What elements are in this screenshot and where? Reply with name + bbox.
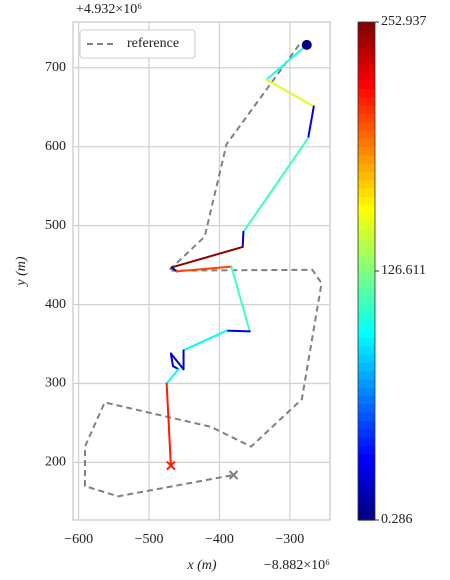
colorbar-band [358,437,375,446]
colorbar-band [358,503,375,513]
y-tick-label: 500 [45,218,66,233]
colorbar-band [358,262,375,272]
trajectory-segment [265,78,315,108]
colorbar-band [358,188,375,197]
trajectory-segment [169,352,185,371]
colorbar-band [358,55,375,65]
colorbar-band [358,453,375,463]
trajectory-segment [171,365,180,371]
colorbar-band [358,254,375,264]
colorbar-band [358,486,375,496]
colorbar-band [358,237,375,247]
start-marker [301,39,312,50]
colorbar-band [358,320,375,330]
colorbar-band [358,387,375,397]
colorbar-tick-label: 0.286 [381,512,413,527]
x-offset-label: −8.882×10⁶ [264,558,330,573]
colorbar-band [358,279,375,289]
colorbar-band [358,80,375,89]
colorbar-band [358,146,375,156]
colorbar-band [358,38,375,48]
colorbar-band [358,412,375,421]
colorbar-band [358,337,375,347]
colorbar-band [358,204,375,214]
colorbar-band [358,113,375,123]
colorbar-band [358,478,375,488]
colorbar-band [358,129,375,139]
colorbar-band [358,196,375,206]
colorbar-band [358,495,375,504]
colorbar-band [358,445,375,455]
trajectory-segment [165,382,172,467]
trajectory-segment [242,137,310,233]
colorbar-band [358,345,375,355]
trajectory-segment [225,329,251,333]
trajectory-segment [175,265,233,273]
x-tick-label: −300 [275,532,304,547]
trajectory-segment [170,245,244,269]
colorbar-band [358,287,375,297]
colorbar-band [358,46,375,56]
legend-label: reference [127,36,179,51]
colorbar-band [358,154,375,164]
y-offset-label: +4.932×10⁶ [76,2,142,17]
trajectory-segment [241,230,245,248]
trajectory-segment [170,266,178,273]
colorbar-band [358,354,375,363]
colorbar-tick-label: 252.937 [381,14,427,29]
colorbar-band [358,362,375,372]
colorbar-band [358,105,375,114]
colorbar-band [358,96,375,106]
end-marker [228,470,239,480]
y-tick-label: 700 [45,60,66,75]
colorbar-tick-label: 126.611 [381,263,426,278]
colorbar-band [358,221,375,231]
colorbar-band [358,121,375,131]
y-tick-label: 400 [45,297,66,312]
colorbar-band [358,212,375,222]
colorbar-band [358,395,375,405]
colorbar-band [358,304,375,314]
colorbar-band [358,171,375,181]
colorbar-band [358,88,375,98]
colorbar-band [358,163,375,172]
colorbar-band [358,229,375,239]
trajectory-segment [169,352,174,368]
colorbar-band [358,22,375,31]
trajectory-segment [165,368,180,385]
colorbar-band [358,370,375,380]
colorbar-band [358,461,375,471]
colorbar-band [358,470,375,480]
colorbar-band [358,420,375,430]
colorbar-band [358,179,375,189]
y-tick-label: 200 [45,455,66,470]
colorbar-band [358,246,375,255]
colorbar-band [358,403,375,413]
y-tick-label: 300 [45,376,66,391]
colorbar-band [358,271,375,280]
trajectory-segment [230,265,251,333]
y-axis-label: y (m) [14,256,29,287]
trajectory-segment [182,329,228,352]
colorbar-band [358,378,375,388]
x-tick-label: −500 [135,532,164,547]
colorbar-band [358,71,375,81]
x-tick-label: −600 [64,532,93,547]
trajectory-segment [307,105,315,140]
colorbar-band [358,63,375,73]
x-axis-label: x (m) [186,558,216,573]
colorbar-band [358,30,375,40]
colorbar-band [358,329,375,338]
trajectory-segment [265,43,308,81]
x-tick-label: −400 [205,532,234,547]
y-tick-label: 600 [45,139,66,154]
colorbar-band [358,295,375,305]
colorbar-band [358,312,375,322]
colorbar-band [358,138,375,148]
colorbar-band [358,428,375,438]
end-marker [166,460,176,471]
colorbar-band [358,511,375,521]
legend-box [79,29,196,59]
